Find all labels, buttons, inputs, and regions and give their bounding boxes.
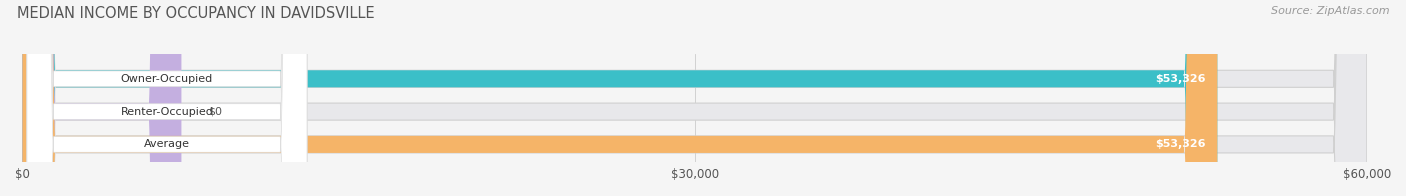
FancyBboxPatch shape (27, 0, 307, 196)
FancyBboxPatch shape (22, 0, 181, 196)
FancyBboxPatch shape (22, 0, 1218, 196)
FancyBboxPatch shape (22, 0, 1367, 196)
Text: Renter-Occupied: Renter-Occupied (121, 107, 214, 117)
Text: Owner-Occupied: Owner-Occupied (121, 74, 214, 84)
FancyBboxPatch shape (27, 0, 307, 196)
Text: $53,326: $53,326 (1156, 74, 1206, 84)
Text: MEDIAN INCOME BY OCCUPANCY IN DAVIDSVILLE: MEDIAN INCOME BY OCCUPANCY IN DAVIDSVILL… (17, 6, 374, 21)
FancyBboxPatch shape (22, 0, 1367, 196)
Text: Average: Average (143, 139, 190, 149)
FancyBboxPatch shape (27, 0, 307, 196)
FancyBboxPatch shape (22, 0, 1218, 196)
FancyBboxPatch shape (22, 0, 1367, 196)
Text: Source: ZipAtlas.com: Source: ZipAtlas.com (1271, 6, 1389, 16)
Text: $53,326: $53,326 (1156, 139, 1206, 149)
Text: $0: $0 (208, 107, 222, 117)
